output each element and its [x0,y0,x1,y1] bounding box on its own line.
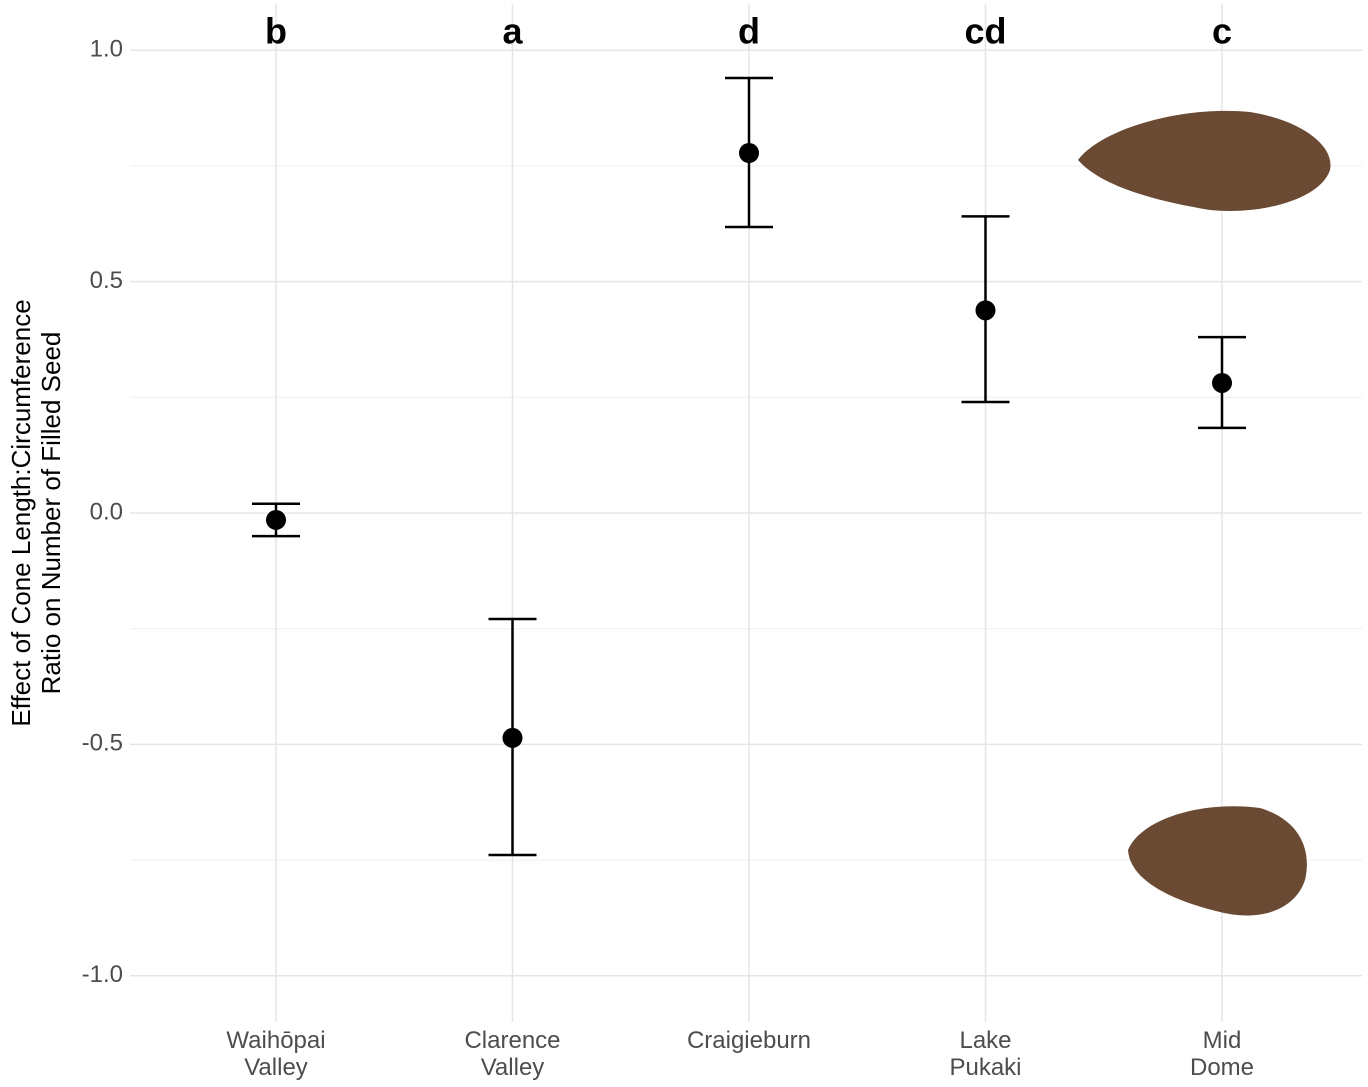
cone-image [1128,806,1307,915]
point [266,510,286,530]
y-tick-label: 1.0 [90,36,123,63]
y-axis-label-line: Effect of Cone Length:Circumference [6,299,36,726]
y-tick-label: 0.5 [90,267,123,294]
y-axis-label-line: Ratio on Number of Filled Seed [36,332,66,695]
y-tick-label: -1.0 [82,961,123,988]
cone-image [1078,111,1330,211]
point [503,728,523,748]
x-tick-label-line: Pukaki [949,1054,1021,1081]
x-tick-label-line: Clarence [464,1027,560,1054]
x-tick-label-line: Dome [1190,1054,1254,1081]
point [976,300,996,320]
annotation: a [502,11,523,52]
point [1212,373,1232,393]
annotation: c [1212,11,1232,52]
y-tick-label: -0.5 [82,730,123,757]
point [739,143,759,163]
x-tick-label-line: Valley [481,1054,545,1081]
y-axis-label: Effect of Cone Length:CircumferenceRatio… [6,299,66,726]
annotation: cd [964,11,1006,52]
x-tick-label-line: Lake [959,1027,1011,1054]
x-tick-label-line: Mid [1203,1027,1242,1054]
x-tick-label: Craigieburn [687,1027,811,1054]
annotation: d [738,11,760,52]
y-tick-label: 0.0 [90,498,123,525]
x-tick-label-line: Craigieburn [687,1027,811,1054]
chart: -1.0 -0.5 0.0 0.5 1.0 Effect of Cone Length:C… [0,0,1368,1082]
x-tick-label-line: Valley [244,1054,308,1081]
x-tick-label-line: Waihōpai [226,1027,325,1054]
annotation: b [265,11,287,52]
